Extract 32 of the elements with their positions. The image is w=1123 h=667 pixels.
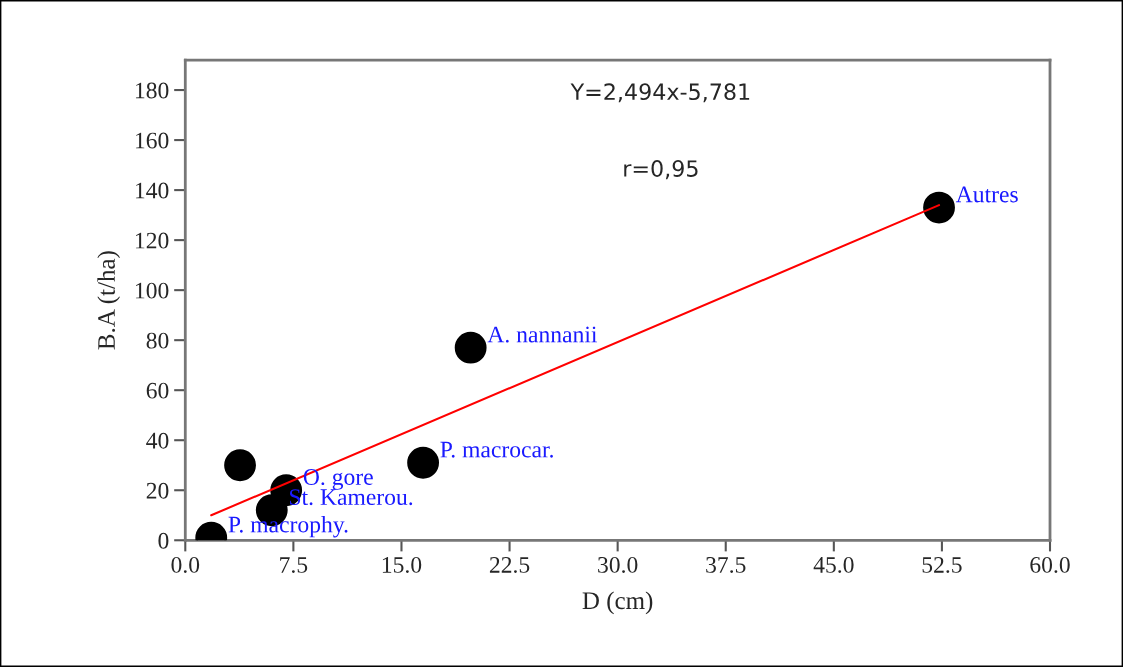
y-tick-label: 180 <box>135 82 169 99</box>
y-tick-label: 20 <box>146 482 169 499</box>
point <box>407 446 439 479</box>
y-tick-label: 60 <box>146 382 169 399</box>
x-tick-label: 0.0 <box>171 556 200 573</box>
annotation: P. macrocar. <box>440 441 553 458</box>
y-tick-label: 120 <box>135 232 169 249</box>
x-tick-label: 30.0 <box>598 556 638 573</box>
y-tick-label: 0 <box>158 532 169 549</box>
annotation: Y=2,494x-5,781 <box>570 83 750 103</box>
annotation: O. gore <box>303 469 373 490</box>
annotation: P. macrophy. <box>228 515 348 538</box>
y-axis-title: B.A (t/ha) <box>97 251 121 350</box>
x-tick-label: 52.5 <box>922 556 962 573</box>
annotation: A. nannanii <box>487 326 598 343</box>
point <box>923 191 955 224</box>
x-tick-label: 45.0 <box>813 556 854 573</box>
y-tick-label: 40 <box>146 432 169 449</box>
x-tick-label: 60.0 <box>1030 556 1070 573</box>
annotation: Autres <box>955 186 1018 203</box>
y-tick-label: 100 <box>135 282 169 299</box>
x-tick-label: 37.5 <box>706 556 746 573</box>
x-tick-label: 22.5 <box>489 556 530 573</box>
point <box>454 331 487 364</box>
y-tick-label: 160 <box>135 132 169 149</box>
x-tick-label: 15.0 <box>382 556 422 573</box>
point <box>224 449 256 482</box>
annotation: r=0,95 <box>624 160 698 180</box>
x-axis-title: D (cm) <box>582 591 653 615</box>
x-tick-label: 7.5 <box>280 557 308 573</box>
y-tick-label: 140 <box>135 182 169 199</box>
y-tick-label: 80 <box>146 332 169 349</box>
